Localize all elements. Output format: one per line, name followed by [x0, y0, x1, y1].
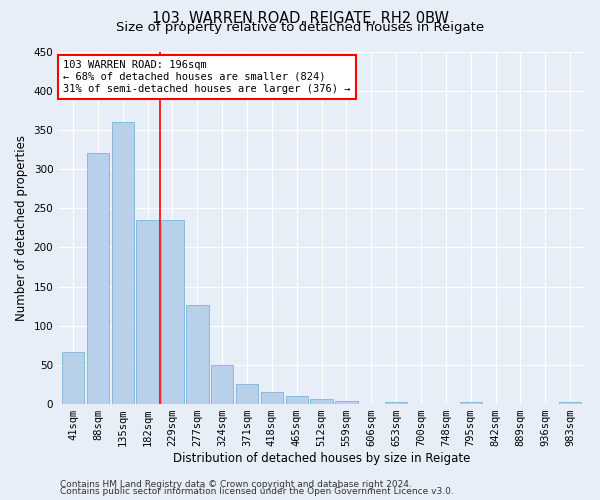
Bar [161, 220, 184, 404]
Text: Contains public sector information licensed under the Open Government Licence v3: Contains public sector information licen… [60, 487, 454, 496]
X-axis label: Distribution of detached houses by size in Reigate: Distribution of detached houses by size … [173, 452, 470, 465]
Bar [112, 122, 134, 404]
Bar [335, 401, 358, 404]
Bar [559, 402, 581, 404]
Bar [460, 402, 482, 404]
Bar [385, 402, 407, 404]
Bar [186, 304, 209, 404]
Text: Contains HM Land Registry data © Crown copyright and database right 2024.: Contains HM Land Registry data © Crown c… [60, 480, 412, 489]
Text: 103 WARREN ROAD: 196sqm
← 68% of detached houses are smaller (824)
31% of semi-d: 103 WARREN ROAD: 196sqm ← 68% of detache… [64, 60, 351, 94]
Text: 103, WARREN ROAD, REIGATE, RH2 0BW: 103, WARREN ROAD, REIGATE, RH2 0BW [151, 11, 449, 26]
Bar [211, 365, 233, 404]
Text: Size of property relative to detached houses in Reigate: Size of property relative to detached ho… [116, 21, 484, 34]
Bar [62, 352, 84, 404]
Bar [236, 384, 258, 404]
Bar [310, 400, 333, 404]
Bar [260, 392, 283, 404]
Y-axis label: Number of detached properties: Number of detached properties [15, 135, 28, 321]
Bar [87, 152, 109, 404]
Bar [286, 396, 308, 404]
Bar [136, 220, 159, 404]
